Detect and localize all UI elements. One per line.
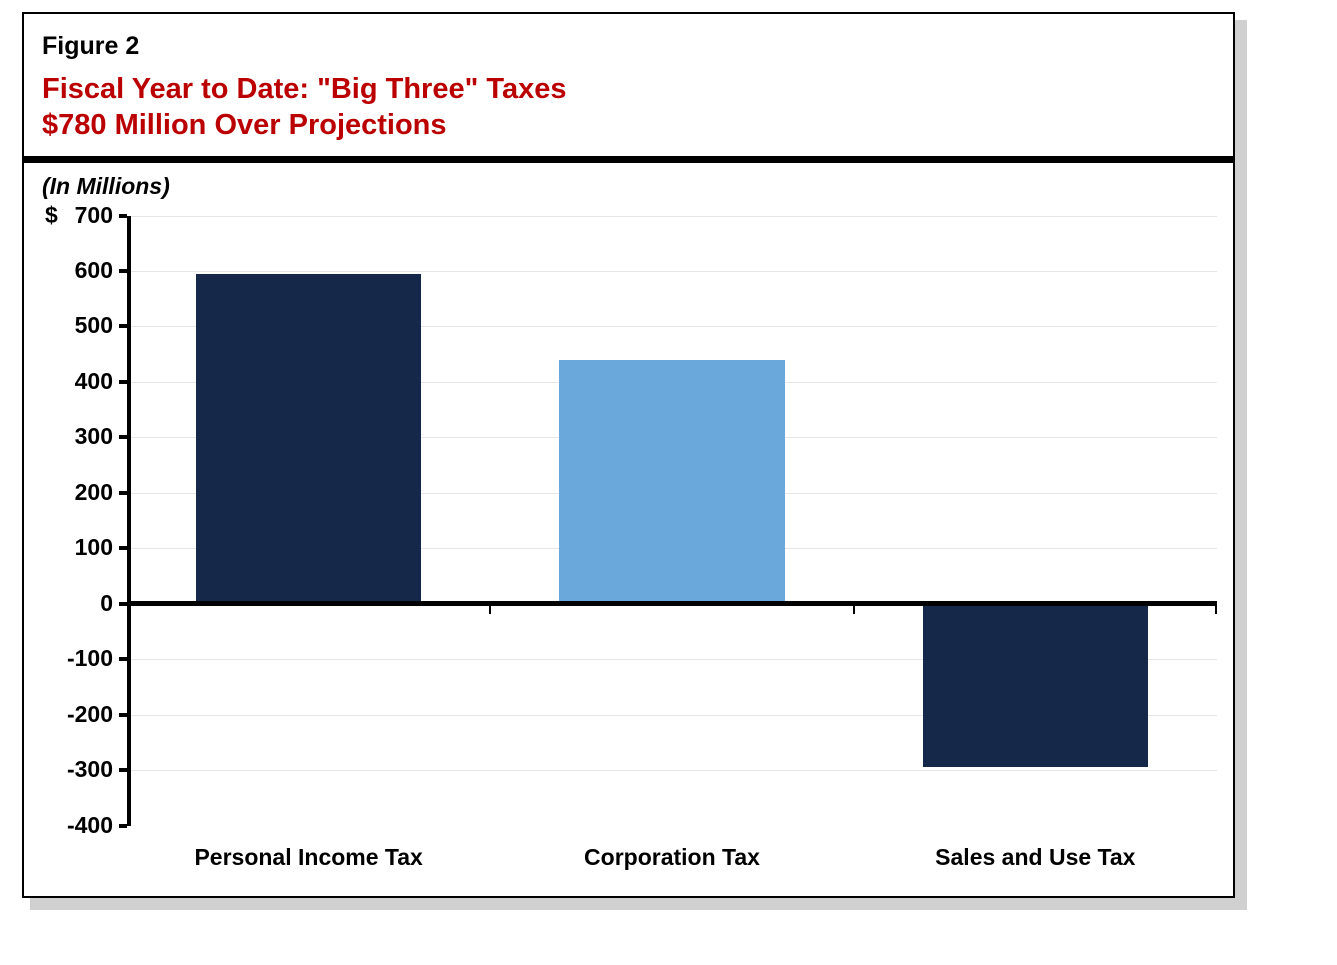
y-tick-mark: [119, 713, 127, 717]
y-tick-mark: [119, 602, 127, 606]
y-tick-mark: [119, 546, 127, 550]
chart-title-line2: $780 Million Over Projections: [42, 107, 1215, 143]
chart-area: $ 7006005004003002001000-100-200-300-400…: [42, 206, 1215, 886]
y-tick-label: 100: [53, 534, 113, 561]
y-tick-mark: [119, 269, 127, 273]
y-tick-label: 500: [53, 312, 113, 339]
y-tick-mark: [119, 491, 127, 495]
category-label: Personal Income Tax: [194, 844, 422, 871]
y-tick-mark: [119, 657, 127, 661]
chart-title-line1: Fiscal Year to Date: "Big Three" Taxes: [42, 71, 1215, 107]
y-tick-label: 200: [53, 479, 113, 506]
y-tick-label: 600: [53, 257, 113, 284]
category-tick: [489, 606, 491, 614]
y-tick-mark: [119, 824, 127, 828]
y-tick-label: -200: [53, 701, 113, 728]
y-tick-label: -400: [53, 812, 113, 839]
y-tick-label: -100: [53, 645, 113, 672]
bar: [196, 274, 421, 601]
y-tick-mark: [119, 324, 127, 328]
category-label: Sales and Use Tax: [935, 844, 1135, 871]
y-tick-mark: [119, 380, 127, 384]
y-tick-label: -300: [53, 756, 113, 783]
grid-line: [127, 770, 1217, 771]
category-tick: [853, 606, 855, 614]
category-tick: [1215, 606, 1217, 614]
grid-line: [127, 216, 1217, 217]
y-axis: [127, 216, 131, 826]
y-tick-mark: [119, 768, 127, 772]
y-tick-mark: [119, 435, 127, 439]
category-label: Corporation Tax: [584, 844, 760, 871]
y-tick-label: 400: [53, 368, 113, 395]
stage: Figure 2 Fiscal Year to Date: "Big Three…: [0, 0, 1337, 965]
grid-line: [127, 271, 1217, 272]
units-label: (In Millions): [24, 163, 1233, 200]
y-tick-label: 700: [53, 202, 113, 229]
bar: [559, 360, 784, 602]
y-tick-label: 300: [53, 423, 113, 450]
chart-header: Figure 2 Fiscal Year to Date: "Big Three…: [24, 14, 1233, 156]
header-divider: [24, 156, 1233, 163]
figure-label: Figure 2: [42, 32, 1215, 61]
plot-area: 7006005004003002001000-100-200-300-400: [127, 216, 1217, 826]
bar: [923, 606, 1148, 767]
chart-panel: Figure 2 Fiscal Year to Date: "Big Three…: [22, 12, 1235, 898]
y-tick-mark: [119, 214, 127, 218]
y-tick-label: 0: [53, 590, 113, 617]
